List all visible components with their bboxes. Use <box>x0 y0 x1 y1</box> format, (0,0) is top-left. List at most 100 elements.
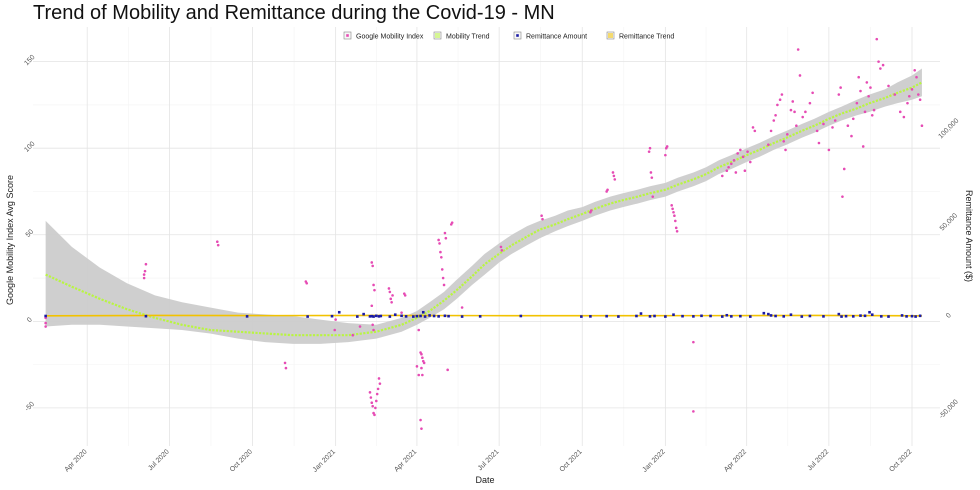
mobility-index-point <box>142 273 146 276</box>
mobility-index-point <box>440 255 443 259</box>
remittance-amount-point <box>421 310 425 314</box>
remittance-amount-point <box>868 310 871 314</box>
remittance-amount-point <box>423 315 427 318</box>
mobility-index-point <box>910 88 914 91</box>
remittance-amount-point <box>664 315 667 318</box>
x-tick-label: Jan 2022 <box>641 448 666 473</box>
remittance-amount-point <box>648 315 652 318</box>
mobility-index-point <box>450 221 454 224</box>
mobility-index-point <box>793 110 796 114</box>
mobility-index-point <box>887 84 890 88</box>
legend: Google Mobility Index Mobility Trend Remit… <box>343 31 674 41</box>
mobility-index-point <box>664 153 667 157</box>
remittance-amount-point <box>388 315 392 318</box>
remittance-amount-point <box>605 314 608 318</box>
remittance-amount-point <box>368 315 372 318</box>
mobility-index-point <box>142 276 146 280</box>
mobility-index-point <box>417 373 421 377</box>
mobility-index-point <box>675 230 679 233</box>
remittance-amount-point <box>918 314 922 318</box>
mobility-index-point <box>780 93 784 96</box>
mobility-index-point <box>143 269 147 273</box>
remittance-amount-point <box>851 315 855 318</box>
mobility-index-point <box>44 325 47 328</box>
y-tick-label: 150 <box>23 54 36 67</box>
remittance-amount-point <box>337 310 341 314</box>
remittance-amount-point <box>443 314 447 318</box>
mobility-index-point <box>906 101 909 105</box>
mobility-index-point <box>651 195 655 198</box>
mobility-index-point <box>877 60 880 63</box>
remittance-amount-point <box>859 314 862 317</box>
grid <box>33 27 940 446</box>
mobility-index-point <box>782 139 786 143</box>
mobility-index-point <box>859 89 862 93</box>
mobility-index-point <box>144 262 148 266</box>
mobility-index-point <box>420 352 423 356</box>
remittance-amount-point <box>692 315 695 318</box>
remittance-amount-point <box>739 314 742 318</box>
remittance-amount-point <box>789 313 793 316</box>
remittance-amount-point <box>887 315 890 318</box>
mobility-index-point <box>841 195 844 198</box>
mobility-index-point <box>739 148 742 152</box>
mobility-index-point <box>422 361 426 365</box>
remittance-amount-point <box>910 314 914 318</box>
remittance-amount-point <box>428 314 431 317</box>
remittance-amount-point <box>580 315 583 318</box>
mobility-index-point <box>741 155 745 159</box>
mobility-index-point <box>420 427 423 430</box>
mobility-index-point <box>369 396 373 399</box>
mobility-index-point <box>893 93 897 96</box>
mobility-index-point <box>373 413 376 417</box>
mobility-index-point <box>370 261 374 264</box>
mobility-index-point <box>283 361 287 365</box>
mobility-index-point <box>850 134 853 138</box>
mobility-index-point <box>918 98 922 102</box>
y-tick-label: 100 <box>23 140 36 153</box>
mobility-index-point <box>784 148 787 152</box>
mobility-index-point <box>833 119 837 122</box>
mobility-index-point <box>917 93 920 96</box>
remittance-amount-point <box>635 314 638 318</box>
mobility-index-point <box>751 126 755 129</box>
mobility-index-point <box>898 110 902 114</box>
mobility-index-point <box>446 368 449 372</box>
mobility-index-point <box>284 366 288 370</box>
mobility-index-point <box>851 117 855 121</box>
mobility-index-point <box>540 214 543 218</box>
mobility-index-point <box>837 93 841 96</box>
mobility-index-point <box>748 160 752 164</box>
y-axis-label: Google Mobility Index Avg Score <box>5 175 15 305</box>
mobility-index-point <box>612 174 616 178</box>
legend-key-fill <box>608 33 613 38</box>
mobility-index-point <box>216 243 220 247</box>
remittance-amount-point <box>653 314 656 318</box>
mobility-index-point <box>541 217 544 221</box>
remittance-amount-point <box>412 315 415 318</box>
mobility-index-point <box>439 250 442 254</box>
mobility-index-point <box>842 167 846 171</box>
mobility-index-point <box>831 126 834 129</box>
mobility-index-point <box>753 129 757 133</box>
x-tick-label: Apr 2022 <box>723 448 748 473</box>
remittance-amount-point <box>863 314 867 318</box>
mobility-index-point <box>767 143 770 147</box>
legend-label: Mobility Trend <box>446 34 490 41</box>
remittance-amount-point <box>447 314 450 318</box>
mobility-index-point <box>391 294 394 297</box>
remittance-amount-point <box>844 314 848 318</box>
remittance-amount-point <box>762 311 766 315</box>
remittance-amount-point <box>144 314 148 318</box>
mobility-index-point <box>791 100 795 103</box>
x-axis-label: Date <box>475 475 494 485</box>
mobility-index-point <box>746 150 749 153</box>
mobility-index-point <box>796 48 800 51</box>
mobility-index-point <box>725 169 729 173</box>
trend-lines <box>45 81 923 337</box>
y2-axis-label: Remittance Amount ($) <box>964 190 974 282</box>
remittance-amount-point <box>900 314 904 317</box>
mobility-index-point <box>334 318 337 321</box>
legend-key-marker <box>516 34 519 37</box>
